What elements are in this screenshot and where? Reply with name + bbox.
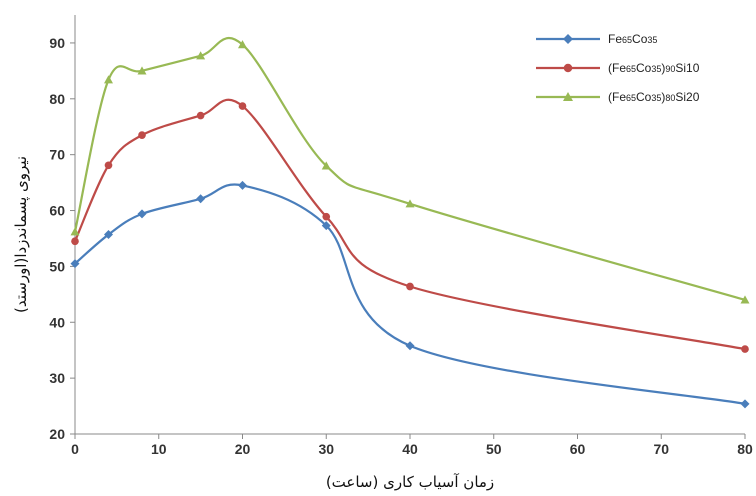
legend-label: (Fe65Co35)90Si10	[608, 61, 700, 75]
data-point	[405, 199, 415, 208]
data-point	[137, 209, 147, 219]
legend: Fe65Co35 (Fe65Co35)90Si10 (Fe65Co35)80Si20	[536, 32, 700, 104]
x-tick-labels: 0 10 20 30 40 50 60 70 80	[71, 434, 753, 457]
legend-marker	[563, 34, 573, 44]
data-point	[321, 221, 331, 231]
y-tick-label: 90	[49, 35, 65, 51]
x-tick-label: 10	[151, 441, 167, 457]
x-axis-title: زمان آسیاب کاری (ساعت)	[326, 473, 494, 491]
x-tick-label: 70	[653, 441, 669, 457]
series-2	[71, 98, 749, 353]
x-tick-label: 0	[71, 441, 79, 457]
data-point	[196, 111, 205, 120]
data-point	[740, 295, 750, 304]
data-point	[322, 212, 331, 221]
x-tick-label: 80	[737, 441, 753, 457]
data-point	[238, 102, 247, 110]
data-point	[70, 259, 80, 269]
y-tick-label: 50	[49, 258, 65, 274]
series-3	[70, 37, 750, 304]
data-point	[137, 66, 147, 75]
y-tick-label: 20	[49, 426, 65, 442]
data-point	[321, 161, 331, 170]
data-point	[238, 40, 247, 49]
data-point	[71, 237, 79, 246]
x-tick-label: 50	[486, 441, 502, 457]
data-point	[104, 161, 113, 170]
legend-item: (Fe65Co35)90Si10	[536, 61, 700, 75]
x-tick-label: 20	[235, 441, 251, 457]
data-point	[740, 399, 750, 409]
y-tick-label: 70	[49, 147, 65, 163]
series-layer	[70, 37, 750, 409]
y-tick-label: 60	[49, 203, 65, 219]
series-line	[73, 37, 746, 301]
series-1	[70, 180, 750, 409]
legend-label: Fe65Co35	[608, 32, 657, 46]
y-tick-label: 30	[49, 370, 65, 386]
data-point	[196, 51, 206, 60]
x-tick-label: 30	[318, 441, 334, 457]
x-tick-label: 60	[570, 441, 586, 457]
y-tick-label: 80	[49, 91, 65, 107]
y-axis-title: نیروی پسماندزدا(اورستد)	[12, 156, 31, 313]
legend-marker	[563, 92, 573, 101]
data-point	[238, 180, 247, 190]
data-point	[741, 345, 749, 353]
legend-label: (Fe65Co35)80Si20	[608, 90, 700, 104]
series-line	[74, 183, 746, 405]
legend-item: Fe65Co35	[536, 32, 657, 46]
data-point	[196, 194, 206, 204]
legend-item: (Fe65Co35)80Si20	[536, 90, 700, 104]
data-point	[406, 282, 414, 291]
y-tick-label: 40	[49, 314, 65, 330]
y-tick-labels: 20 30 40 50 60 70 80 90	[49, 35, 75, 442]
series-line	[73, 98, 746, 351]
x-tick-label: 40	[402, 441, 418, 457]
data-point	[104, 230, 113, 240]
data-point	[138, 131, 146, 139]
data-point	[70, 227, 80, 236]
data-point	[104, 75, 113, 84]
legend-marker	[563, 63, 573, 73]
data-point	[405, 341, 415, 351]
axes	[74, 15, 745, 435]
